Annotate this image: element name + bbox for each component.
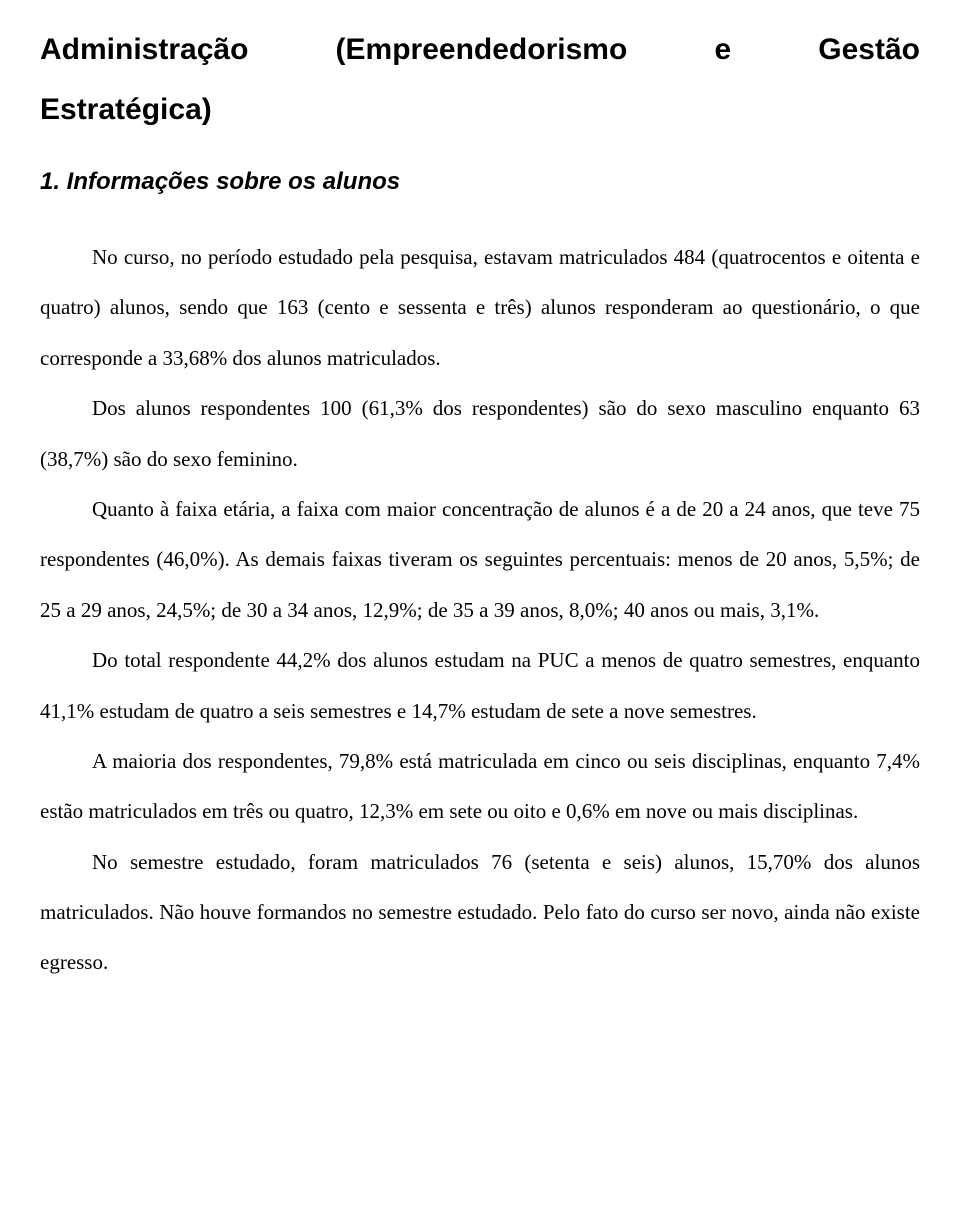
paragraph: Do total respondente 44,2% dos alunos es… <box>40 635 920 736</box>
body-text: No curso, no período estudado pela pesqu… <box>40 232 920 988</box>
title-word: e <box>714 20 731 80</box>
paragraph: No semestre estudado, foram matriculados… <box>40 837 920 988</box>
title-word: (Empreendedorismo <box>336 20 628 80</box>
paragraph: A maioria dos respondentes, 79,8% está m… <box>40 736 920 837</box>
title-line-2: Estratégica) <box>40 80 920 140</box>
title-word: Gestão <box>818 20 920 80</box>
title-word: Administração <box>40 20 248 80</box>
title-line-1: Administração (Empreendedorismo e Gestão <box>40 20 920 80</box>
document-title: Administração (Empreendedorismo e Gestão… <box>40 20 920 140</box>
paragraph: No curso, no período estudado pela pesqu… <box>40 232 920 383</box>
paragraph: Dos alunos respondentes 100 (61,3% dos r… <box>40 383 920 484</box>
paragraph: Quanto à faixa etária, a faixa com maior… <box>40 484 920 635</box>
section-heading: 1. Informações sobre os alunos <box>40 168 920 196</box>
